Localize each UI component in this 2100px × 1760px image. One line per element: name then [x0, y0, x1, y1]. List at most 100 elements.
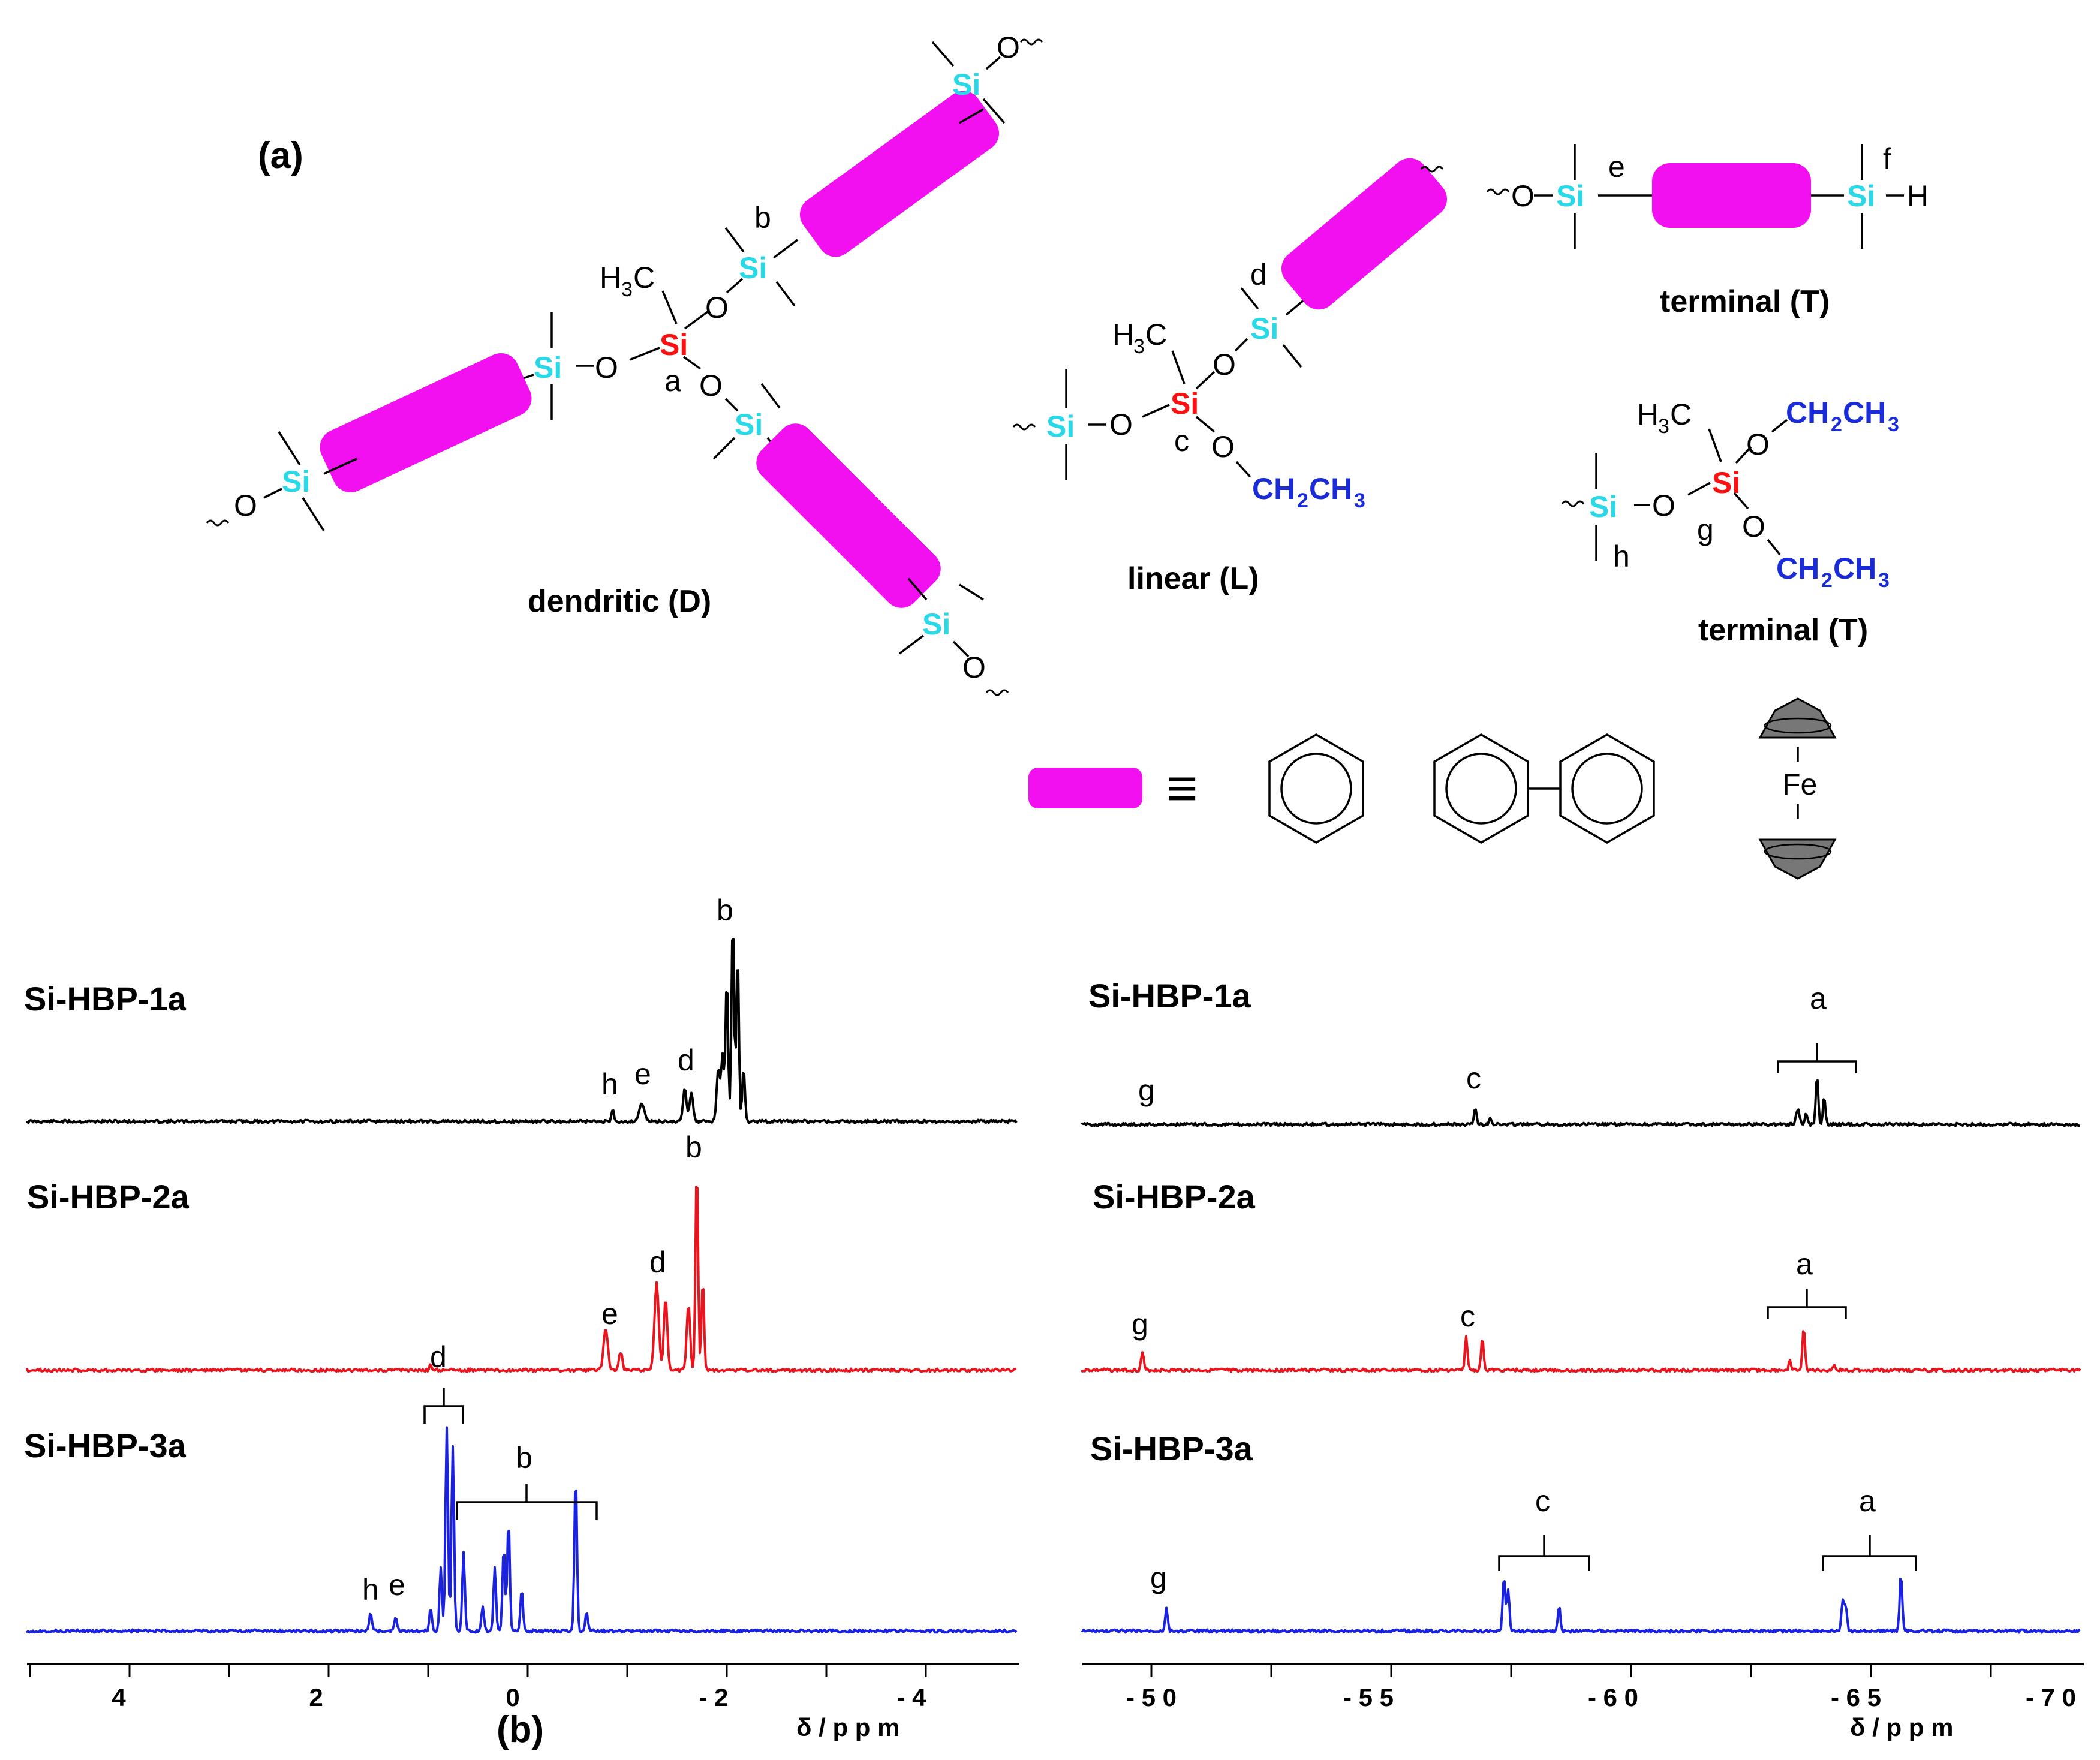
- dendritic-o-down: O: [699, 369, 723, 402]
- linear-label: linear (L): [1127, 561, 1259, 596]
- biphenyl-ring-1-icon: [1433, 733, 1529, 844]
- dendritic-si-down: Si: [735, 408, 763, 441]
- bracket-3a-c: [1498, 1535, 1590, 1571]
- peak-label-1a-e: e: [634, 1057, 651, 1091]
- terminal-structure-2: Si H 3 C O CH 2 CH 3 O Si h g O CH 2 CH …: [1561, 396, 1899, 648]
- terminal1-si-right: Si: [1847, 179, 1875, 213]
- terminal2-ethyl2-p1: CH: [1776, 552, 1819, 585]
- bracket-1a-a: [1777, 1043, 1857, 1073]
- bracket-3a-b: [456, 1484, 598, 1520]
- xlabel-left: δ / p p m: [796, 1713, 899, 1741]
- ferrocene-fe: Fe: [1782, 768, 1817, 801]
- spectrum-name-left-1: Si-HBP-1a: [24, 980, 187, 1018]
- terminal2-ethyl1-s2: 3: [1888, 413, 1899, 436]
- tick-right-4: - 7 0: [2026, 1683, 2076, 1711]
- peak-label-1a-g: g: [1138, 1073, 1155, 1107]
- spectrum-name-left-3: Si-HBP-3a: [24, 1427, 187, 1464]
- terminal1-o: O: [1511, 179, 1535, 213]
- peak-label-1a-h: h: [601, 1067, 618, 1101]
- trace-si-hbp-1a-right: [1081, 1079, 2080, 1127]
- trace-si-hbp-2a-left: [26, 1186, 1017, 1373]
- xlabel-right: δ / p p m: [1850, 1713, 1953, 1741]
- terminal2-o-up: O: [1746, 428, 1770, 461]
- terminal2-methyl-sub: 3: [1658, 415, 1669, 438]
- spacer-linear: [1281, 158, 1447, 310]
- peak-label-2a-g: g: [1132, 1307, 1148, 1341]
- trace-si-hbp-3a-left: [26, 1426, 1018, 1634]
- peak-label-3a-a: a: [1859, 1484, 1876, 1518]
- peak-label-2a-a: a: [1796, 1247, 1813, 1281]
- linear-methyl-c: C: [1145, 318, 1167, 351]
- benzene-icon: [1268, 733, 1364, 844]
- peak-label-2a-e: e: [601, 1297, 618, 1331]
- site-label-f: f: [1883, 142, 1891, 176]
- peak-label-3a-e: e: [389, 1568, 405, 1602]
- terminal2-methyl-h: H: [1637, 398, 1659, 431]
- peak-label-2a-c: c: [1460, 1299, 1475, 1333]
- terminal2-ethyl1-s1: 2: [1831, 413, 1842, 436]
- bracket-2a-a: [1767, 1289, 1847, 1319]
- linear-ethyl-p1: CH: [1252, 472, 1295, 506]
- peak-label-1a-c: c: [1466, 1061, 1481, 1095]
- peak-label-1a-d: d: [678, 1043, 694, 1077]
- spacer-dendritic-down: [756, 423, 941, 608]
- spacer-legend-bar: [1028, 768, 1142, 808]
- peak-label-3a-h: h: [362, 1573, 379, 1606]
- terminal1-label: terminal (T): [1660, 284, 1830, 319]
- site-label-b: b: [754, 201, 771, 234]
- linear-methyl-h: H: [1112, 318, 1134, 351]
- bracket-3a-d: [423, 1388, 464, 1424]
- spectrum-name-left-2: Si-HBP-2a: [27, 1178, 190, 1216]
- dendritic-si-far-left: Si: [282, 465, 310, 498]
- spectra-right-panel: Si-HBP-1a Si-HBP-2a Si-HBP-3a a c g a c …: [1081, 977, 2084, 1741]
- peak-label-2a-d: d: [649, 1245, 666, 1279]
- trace-si-hbp-2a-right: [1081, 1330, 2081, 1373]
- linear-structure: Si H 3 C O Si d O Si c O CH 2 CH 3 linea…: [1012, 158, 1447, 596]
- bracket-3a-a: [1822, 1535, 1917, 1571]
- terminal2-label: terminal (T): [1698, 613, 1868, 648]
- terminal2-o-left: O: [1652, 489, 1675, 522]
- dendritic-methyl-c: C: [633, 261, 655, 294]
- dendritic-o-top: O: [997, 31, 1020, 64]
- peak-label-3a-g: g: [1150, 1561, 1167, 1594]
- dendritic-core-si: Si: [660, 328, 688, 362]
- biphenyl-ring-2-icon: [1559, 733, 1655, 844]
- tick-right-0: - 5 0: [1126, 1683, 1177, 1711]
- ferrocene-icon: Fe: [1758, 697, 1837, 880]
- dendritic-label: dendritic (D): [528, 584, 711, 619]
- terminal2-ethyl2-s2: 3: [1878, 569, 1890, 592]
- terminal-structure-1: O Si e Si f H terminal (T): [1486, 142, 1928, 319]
- trace-si-hbp-1a-left: [26, 938, 1018, 1124]
- peak-label-1a-a: a: [1810, 982, 1827, 1015]
- spacer-terminal1: [1652, 163, 1811, 228]
- dendritic-si-bottom: Si: [922, 607, 950, 641]
- terminal2-o-down: O: [1742, 510, 1765, 543]
- linear-core-si: Si: [1171, 387, 1199, 420]
- tick-left-3: - 2: [699, 1683, 728, 1711]
- linear-o-down: O: [1211, 430, 1235, 464]
- spectrum-name-right-2: Si-HBP-2a: [1093, 1178, 1256, 1216]
- linear-ethyl-s1: 2: [1297, 489, 1308, 512]
- terminal1-h: H: [1907, 179, 1928, 213]
- panel-a-label: (a): [258, 135, 303, 176]
- tick-right-2: - 6 0: [1588, 1683, 1638, 1711]
- linear-ethyl-p2: CH: [1309, 472, 1352, 506]
- peak-label-3a-c: c: [1535, 1484, 1550, 1518]
- tick-left-0: 4: [112, 1683, 126, 1711]
- dendritic-o-bottom: O: [962, 651, 986, 684]
- dendritic-methyl-sub: 3: [621, 278, 633, 301]
- terminal2-ethyl1-p2: CH: [1843, 396, 1886, 429]
- spectra-left-panel: Si-HBP-1a Si-HBP-2a Si-HBP-3a b d e h b …: [24, 893, 1019, 1750]
- peak-label-2a-b: b: [685, 1130, 702, 1164]
- dendritic-structure: Si H 3 C O Si Si O O Si b Si: [206, 31, 1043, 696]
- site-label-e: e: [1608, 150, 1625, 183]
- terminal2-si-left: Si: [1589, 490, 1617, 524]
- dendritic-methyl-h: H: [600, 261, 621, 294]
- spacer-dendritic-left: [320, 353, 532, 493]
- terminal2-ethyl2-s1: 2: [1821, 569, 1833, 592]
- site-label-d: d: [1250, 258, 1267, 291]
- dendritic-o-up: O: [705, 291, 729, 324]
- site-label-h: h: [1613, 540, 1630, 573]
- tick-left-2: 0: [506, 1683, 519, 1711]
